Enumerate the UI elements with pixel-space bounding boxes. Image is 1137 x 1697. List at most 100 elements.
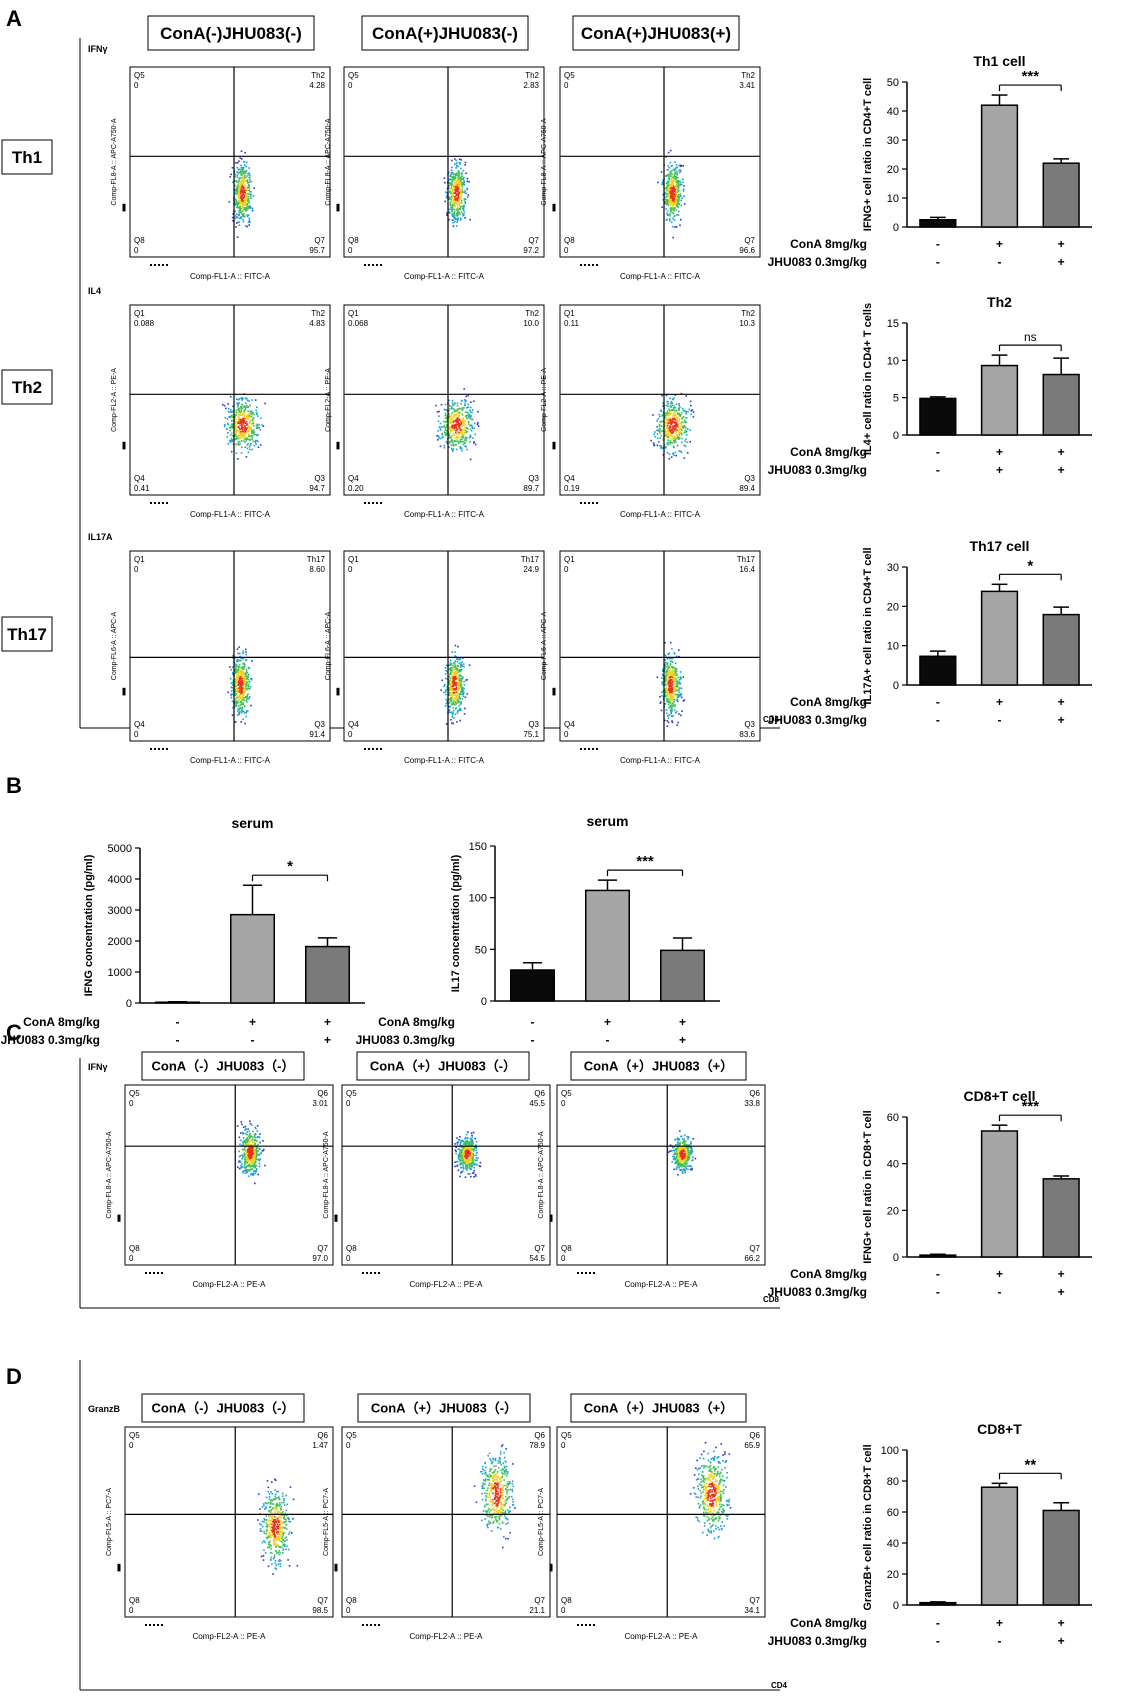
flow-event	[452, 684, 455, 686]
flow-event	[675, 711, 677, 714]
flow-event	[470, 424, 473, 427]
flow-event	[460, 197, 462, 199]
flow-event	[250, 428, 253, 431]
flow-event	[664, 659, 667, 661]
flow-event	[461, 688, 464, 691]
flow-event	[672, 672, 674, 675]
flow-event	[459, 213, 462, 215]
flow-event	[677, 686, 679, 688]
flow-event	[678, 418, 681, 421]
flow-event	[668, 684, 671, 687]
flow-event	[671, 420, 674, 422]
flow-event	[666, 443, 668, 445]
flow-event	[683, 431, 686, 434]
flow-event	[236, 679, 239, 681]
flow-event	[665, 676, 668, 679]
flow-event	[673, 415, 676, 417]
quad-ll-value: 0	[348, 246, 353, 255]
flow-event	[243, 681, 245, 684]
flow-event	[661, 695, 663, 697]
flow-plot-frame	[343, 304, 545, 496]
flow-event	[467, 196, 469, 198]
flow-event	[668, 669, 670, 671]
flow-event	[248, 207, 250, 210]
flow-event	[684, 1169, 686, 1171]
flow-event	[240, 1165, 242, 1167]
flow-event	[234, 688, 236, 691]
quad-ll-name: Q4	[564, 474, 575, 483]
flow-event	[469, 1168, 472, 1171]
flow-event	[241, 424, 243, 426]
flow-event	[258, 1136, 261, 1139]
flow-event	[229, 666, 231, 668]
flow-event	[672, 195, 674, 198]
flow-event	[679, 687, 681, 689]
flow-event	[672, 667, 674, 669]
flow-event	[454, 424, 457, 426]
flow-event	[455, 443, 457, 446]
flow-event	[450, 688, 453, 690]
flow-event	[456, 676, 459, 679]
flow-event	[473, 441, 475, 443]
flow-event	[236, 1125, 239, 1127]
flow-event	[455, 208, 457, 211]
flow-event	[461, 664, 463, 667]
flow-event	[453, 404, 456, 406]
flow-event	[234, 669, 237, 671]
flow-event	[452, 219, 455, 222]
flow-event	[237, 671, 239, 673]
flow-event	[459, 163, 461, 165]
flow-event	[452, 444, 455, 447]
flow-event	[458, 701, 461, 703]
flow-event	[245, 1154, 247, 1157]
flow-event	[456, 702, 459, 704]
flow-event	[256, 425, 259, 427]
flow-event	[453, 672, 456, 675]
flow-event	[678, 424, 680, 427]
flow-event	[246, 404, 248, 407]
flow-event	[451, 419, 453, 421]
flow-event	[244, 672, 246, 675]
flow-event	[238, 211, 241, 214]
flow-event	[460, 159, 462, 161]
flow-event	[256, 412, 258, 414]
flow-event	[243, 204, 246, 206]
flow-event	[245, 671, 248, 674]
flow-event	[257, 1143, 259, 1146]
flow-event	[679, 1169, 681, 1171]
flow-event	[466, 414, 469, 417]
flow-event	[668, 694, 671, 696]
flow-event	[452, 688, 455, 690]
flow-event	[677, 721, 679, 724]
flow-event	[682, 1164, 685, 1166]
flow-event	[661, 425, 663, 427]
flow-event	[460, 188, 463, 190]
flow-event	[670, 687, 673, 690]
flow-event	[237, 669, 239, 672]
flow-event	[673, 215, 676, 218]
flow-event	[246, 444, 249, 446]
flow-event	[452, 185, 455, 188]
flow-event	[680, 204, 683, 207]
flow-event	[672, 696, 675, 698]
flow-event	[244, 1141, 246, 1143]
flow-event	[666, 192, 668, 195]
flow-event	[459, 696, 461, 699]
flow-event	[665, 219, 668, 221]
flow-event	[252, 422, 255, 424]
flow-event	[465, 1166, 467, 1168]
flow-event	[462, 443, 464, 446]
flow-event	[461, 1154, 464, 1157]
flow-event	[469, 1148, 471, 1150]
flow-plot-frame	[559, 550, 761, 742]
flow-event	[667, 151, 670, 154]
flow-event	[463, 183, 466, 186]
flow-event	[247, 414, 250, 416]
flow-event	[669, 673, 671, 675]
flow-event	[472, 409, 474, 411]
flow-event	[675, 670, 678, 673]
flow-event	[456, 207, 459, 209]
flow-event	[450, 206, 452, 209]
flow-event	[439, 445, 442, 448]
flow-event	[458, 211, 460, 213]
